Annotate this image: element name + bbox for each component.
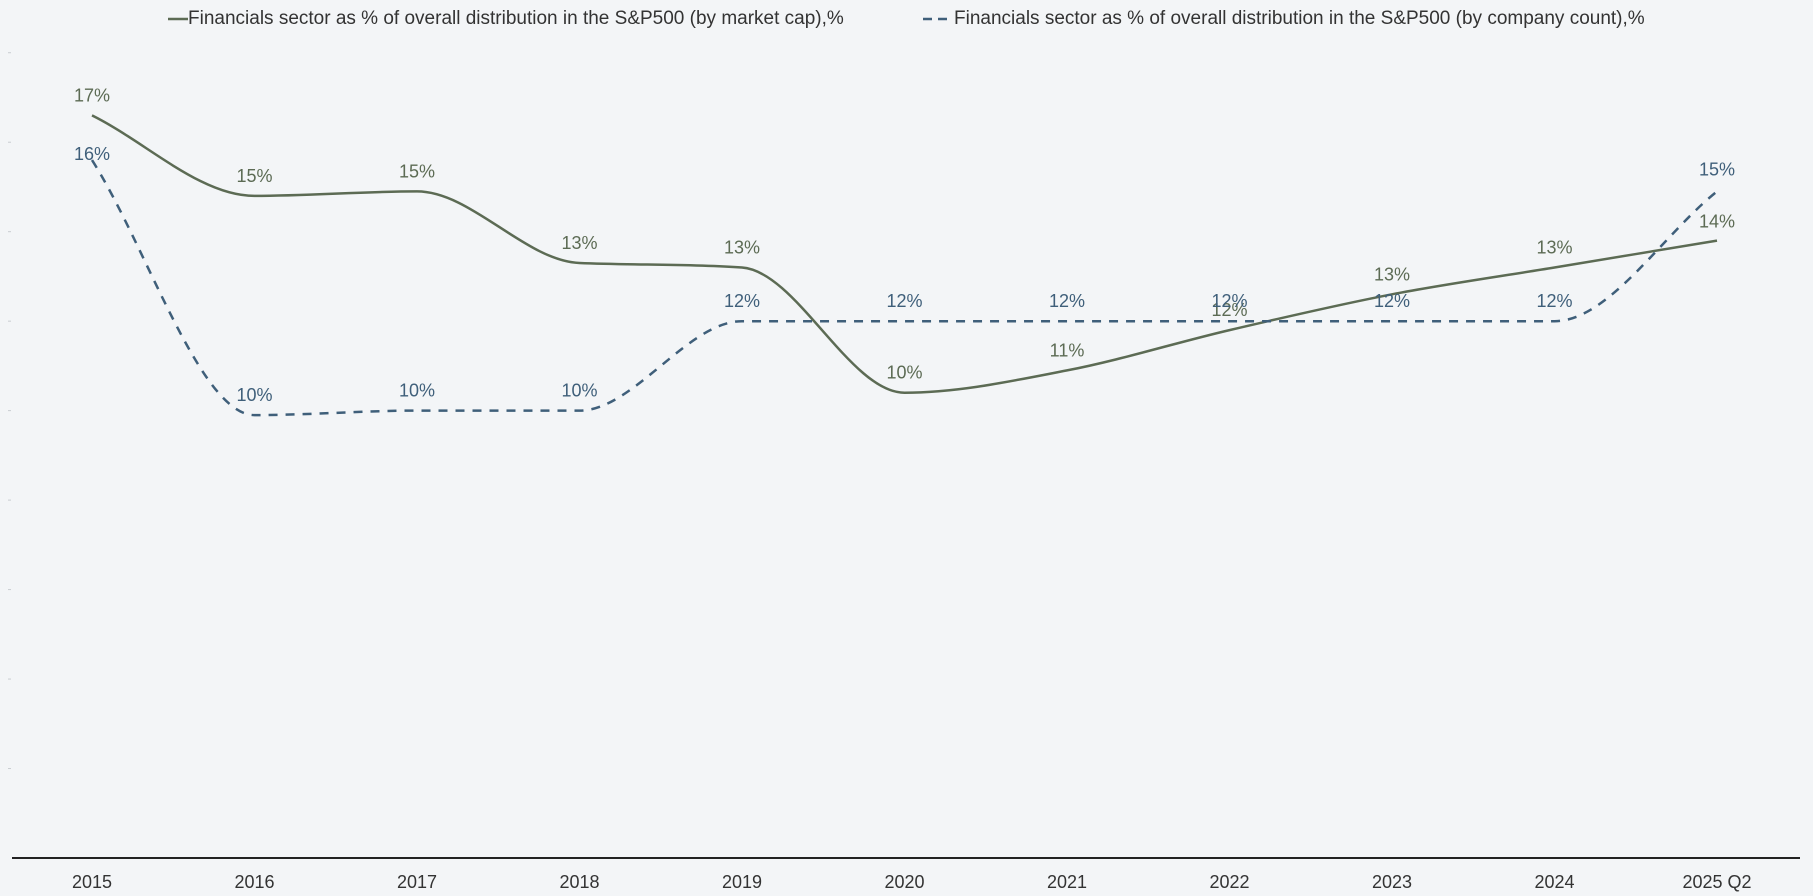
legend-swatch-dashed-line (923, 17, 953, 21)
data-label-company-count: 10% (399, 381, 435, 401)
data-label-market-cap: 10% (886, 363, 922, 383)
data-label-market-cap: 14% (1699, 212, 1735, 232)
x-tick-label: 2020 (884, 872, 924, 892)
x-tick-label: 2018 (559, 872, 599, 892)
data-label-market-cap: 15% (399, 161, 435, 181)
series-line-market-cap (91, 114, 1718, 394)
x-tick-label: 2025 Q2 (1682, 872, 1751, 892)
legend-item-market-cap: Financials sector as % of overall distri… (168, 8, 844, 30)
data-label-market-cap: 11% (1050, 340, 1085, 360)
series-line-company-count (90, 159, 1718, 417)
data-label-market-cap: 13% (724, 237, 760, 257)
x-tick-label: 2015 (72, 872, 112, 892)
legend-label-company-count: Financials sector as % of overall distri… (954, 8, 1645, 29)
data-label-company-count: 10% (561, 381, 597, 401)
x-tick-label: 2016 (234, 872, 274, 892)
data-label-company-count: 12% (724, 291, 760, 311)
x-tick-label: 2017 (397, 872, 437, 892)
data-label-company-count: 12% (1536, 291, 1572, 311)
data-label-market-cap: 13% (1374, 264, 1410, 284)
data-label-company-count: 16% (74, 144, 110, 164)
x-tick-label: 2021 (1047, 872, 1087, 892)
data-label-company-count: 10% (236, 385, 272, 405)
legend-item-company-count: Financials sector as % of overall distri… (922, 8, 1645, 30)
data-label-market-cap: 15% (236, 166, 272, 186)
legend: Financials sector as % of overall distri… (0, 8, 1813, 34)
x-tick-label: 2019 (722, 872, 762, 892)
x-tick-label: 2022 (1209, 872, 1249, 892)
data-label-market-cap: 13% (561, 233, 597, 253)
data-label-company-count: 12% (1211, 291, 1247, 311)
data-label-market-cap: 17% (74, 85, 110, 105)
legend-label-market-cap: Financials sector as % of overall distri… (188, 8, 844, 29)
data-label-market-cap: 13% (1536, 237, 1572, 257)
legend-swatch-solid-line (168, 17, 188, 21)
x-tick-label: 2024 (1534, 872, 1574, 892)
data-label-company-count: 12% (1049, 291, 1085, 311)
data-label-company-count: 12% (886, 291, 922, 311)
data-label-market-cap: 12% (1211, 300, 1247, 320)
x-tick-label: 2023 (1372, 872, 1412, 892)
data-label-company-count: 12% (1374, 291, 1410, 311)
data-label-company-count: 15% (1699, 159, 1735, 179)
